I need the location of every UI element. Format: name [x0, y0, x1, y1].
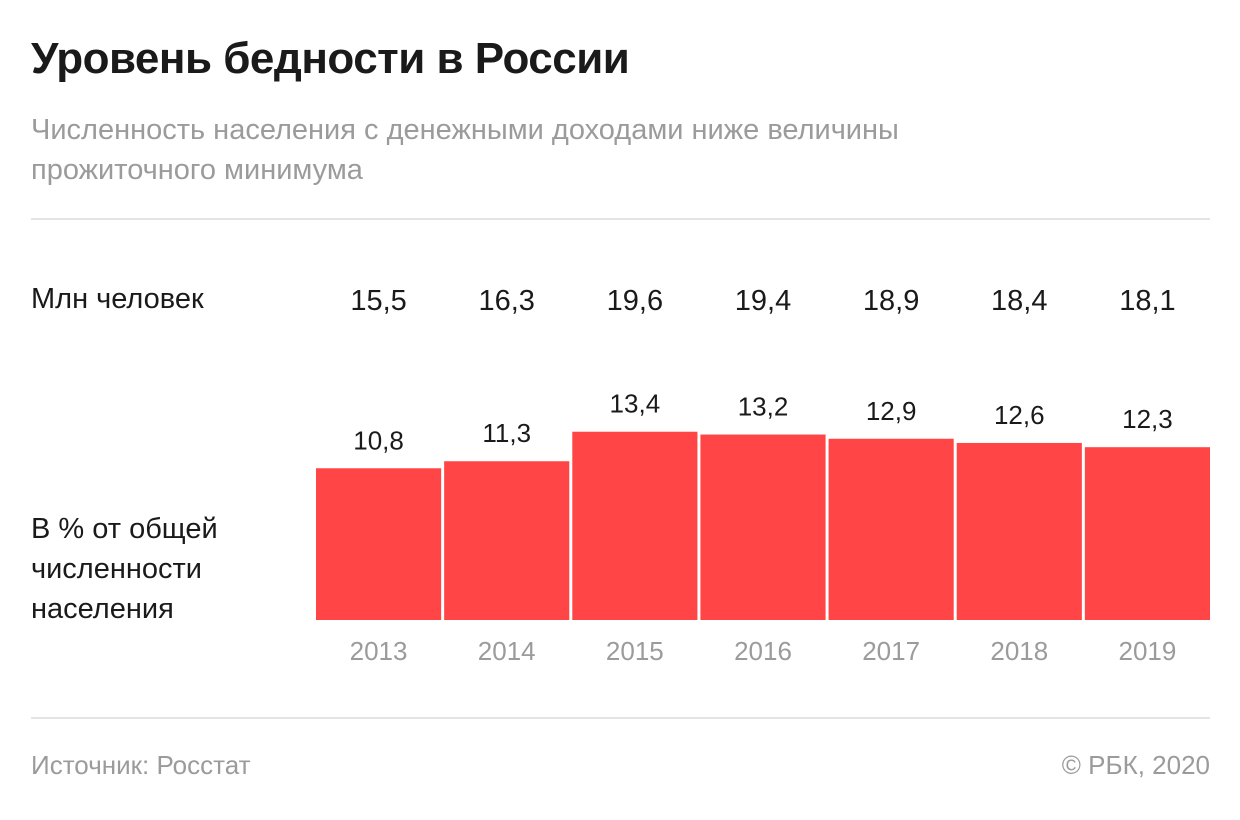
percent-label-2016: 13,2	[738, 392, 789, 422]
bar-2018	[956, 442, 1082, 620]
bottom-divider	[31, 717, 1210, 719]
year-label-2014: 2014	[478, 636, 536, 666]
percent-label-2018: 12,6	[994, 400, 1045, 430]
percent-label-2015: 13,4	[610, 389, 661, 419]
year-label-2015: 2015	[606, 636, 664, 666]
bar-2019	[1084, 447, 1210, 620]
year-label-2016: 2016	[734, 636, 792, 666]
bar-2016	[700, 434, 826, 620]
millions-value-2015: 19,6	[607, 285, 663, 317]
top-divider	[31, 218, 1210, 220]
year-label-2017: 2017	[862, 636, 920, 666]
percent-label-2019: 12,3	[1122, 404, 1173, 434]
millions-value-2018: 18,4	[991, 285, 1047, 317]
millions-value-2014: 16,3	[478, 285, 534, 317]
bar-2015	[572, 431, 698, 620]
percent-label-2013: 10,8	[353, 425, 404, 455]
percent-label-2017: 12,9	[866, 396, 917, 426]
percent-label-2014: 11,3	[482, 418, 531, 448]
year-label-2018: 2018	[990, 636, 1048, 666]
millions-value-2013: 15,5	[350, 285, 406, 317]
year-label-2019: 2019	[1119, 636, 1177, 666]
millions-value-2019: 18,1	[1119, 285, 1175, 317]
millions-value-2017: 18,9	[863, 285, 919, 317]
percent-row-label: В % от общей численности населения	[31, 513, 218, 625]
bar-2017	[828, 438, 954, 620]
copyright-note: © РБК, 2020	[1061, 750, 1210, 780]
source-note: Источник: Росстат	[31, 750, 251, 780]
chart-subtitle: Численность населения с денежными дохода…	[31, 114, 899, 186]
bar-2014	[444, 461, 570, 620]
year-label-2013: 2013	[350, 636, 408, 666]
bar-2013	[316, 468, 442, 620]
chart-title: Уровень бедности в России	[31, 34, 630, 83]
millions-value-2016: 19,4	[735, 285, 791, 317]
millions-row-label: Млн человек	[31, 283, 204, 315]
